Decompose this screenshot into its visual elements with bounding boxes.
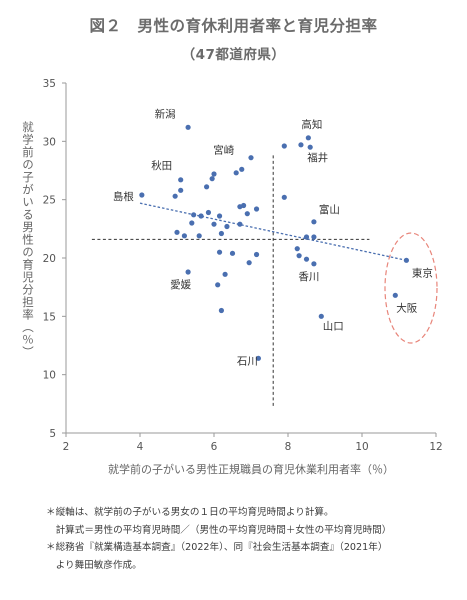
point-label: 富山 xyxy=(319,203,340,216)
data-point-labeled xyxy=(239,166,245,172)
data-point-labeled xyxy=(307,144,313,150)
x-tick-label: 2 xyxy=(63,441,70,453)
data-point xyxy=(281,194,287,200)
data-point xyxy=(211,221,217,227)
data-point-labeled xyxy=(311,261,317,267)
data-point xyxy=(294,246,300,252)
data-point xyxy=(178,187,184,193)
data-point xyxy=(222,271,228,277)
data-point xyxy=(196,233,202,239)
y-axis-title: 就学前の子がいる男性の育児分担率（％） xyxy=(21,120,35,358)
y-tick-label: 30 xyxy=(43,136,56,148)
y-tick-label: 5 xyxy=(49,428,56,440)
footnote-line: ＊縦軸は、就学前の子がいる男女の１日の平均育児時間より計算。 xyxy=(46,507,334,518)
point-label: 福井 xyxy=(307,151,328,164)
x-axis-title: 就学前の子がいる男性正規職員の育児休業利用者率（％） xyxy=(108,462,394,476)
data-point xyxy=(181,233,187,239)
data-point xyxy=(253,251,260,258)
data-point-labeled xyxy=(318,313,324,319)
data-point xyxy=(218,230,224,237)
data-point xyxy=(253,206,260,212)
footnotes: ＊縦軸は、就学前の子がいる男女の１日の平均育児時間より計算。 計算式＝男性の平均… xyxy=(46,504,461,574)
point-label: 愛媛 xyxy=(170,278,191,291)
data-point-labeled xyxy=(255,355,261,361)
data-point xyxy=(216,213,223,219)
data-point-labeled xyxy=(392,292,398,298)
point-label: 山口 xyxy=(323,320,344,332)
data-point-labeled xyxy=(403,257,409,263)
data-point xyxy=(216,249,223,255)
point-label: 秋田 xyxy=(151,159,172,172)
x-tick-label: 4 xyxy=(137,441,144,453)
data-point xyxy=(204,184,210,190)
point-label: 大阪 xyxy=(396,301,417,314)
footnote-line: ＊総務省『就業構造基本調査』（2022年）、同『社会生活基本調査』（2021年） xyxy=(46,542,388,553)
data-point xyxy=(237,221,243,227)
data-point-labeled xyxy=(305,135,311,141)
point-label: 石川 xyxy=(237,355,258,367)
x-tick-label: 8 xyxy=(285,441,292,453)
data-point xyxy=(215,282,221,288)
highlight-layer xyxy=(384,232,438,344)
data-point xyxy=(248,155,254,161)
data-point xyxy=(241,202,247,209)
data-point xyxy=(303,256,310,262)
footnote-line: より舞田敏彦作成。 xyxy=(46,559,142,571)
data-point xyxy=(189,220,195,226)
data-point xyxy=(198,213,204,219)
reference-lines xyxy=(91,155,370,408)
x-tick-label: 12 xyxy=(429,441,442,453)
data-point xyxy=(172,193,178,199)
data-point xyxy=(224,223,230,230)
y-tick-label: 10 xyxy=(43,370,56,382)
data-point-labeled xyxy=(139,192,145,198)
y-tick-label: 35 xyxy=(43,78,56,90)
data-point-labeled xyxy=(185,124,191,130)
trendline-layer xyxy=(139,202,407,261)
trendline xyxy=(139,202,407,261)
point-label: 香川 xyxy=(298,271,319,283)
x-tick-label: 10 xyxy=(355,441,368,453)
y-tick-label: 15 xyxy=(43,311,56,323)
point-label: 宮崎 xyxy=(213,143,234,156)
data-point xyxy=(311,234,317,240)
data-point-labeled xyxy=(311,219,317,225)
data-point-labeled xyxy=(185,269,191,275)
data-point xyxy=(233,170,239,176)
data-point xyxy=(244,211,250,217)
data-points xyxy=(139,124,409,361)
axis-labels: 就学前の子がいる男性正規職員の育児休業利用者率（％） 就学前の子がいる男性の育児分… xyxy=(21,120,394,476)
data-point xyxy=(229,250,236,256)
data-point xyxy=(246,260,252,266)
data-point xyxy=(218,307,224,314)
point-label: 高知 xyxy=(301,118,322,131)
footnote-line: 計算式＝男性の平均育児時間／（男性の平均育児時間＋女性の平均育児時間） xyxy=(46,524,392,536)
point-label: 新潟 xyxy=(155,107,176,120)
data-point-labeled xyxy=(178,177,184,183)
data-point xyxy=(298,142,304,148)
y-tick-label: 25 xyxy=(43,195,56,207)
data-point xyxy=(296,253,302,259)
data-point xyxy=(281,143,287,149)
highlight-ellipse xyxy=(384,232,438,344)
y-tick-label: 20 xyxy=(43,253,56,265)
data-point xyxy=(303,234,310,240)
figure-subtitle: （47都道府県） xyxy=(181,47,286,63)
data-point xyxy=(211,171,217,177)
figure-title: 図２ 男性の育休利用者率と育児分担率 xyxy=(89,17,378,35)
data-point xyxy=(174,229,180,235)
data-point xyxy=(205,209,212,216)
data-point xyxy=(209,176,215,182)
x-tick-label: 6 xyxy=(211,441,218,453)
data-point xyxy=(191,212,197,218)
point-label: 島根 xyxy=(113,190,134,203)
point-label: 東京 xyxy=(412,266,433,279)
axes: 5 10 15 20 25 30 35 2 4 6 8 10 12 xyxy=(43,78,443,453)
